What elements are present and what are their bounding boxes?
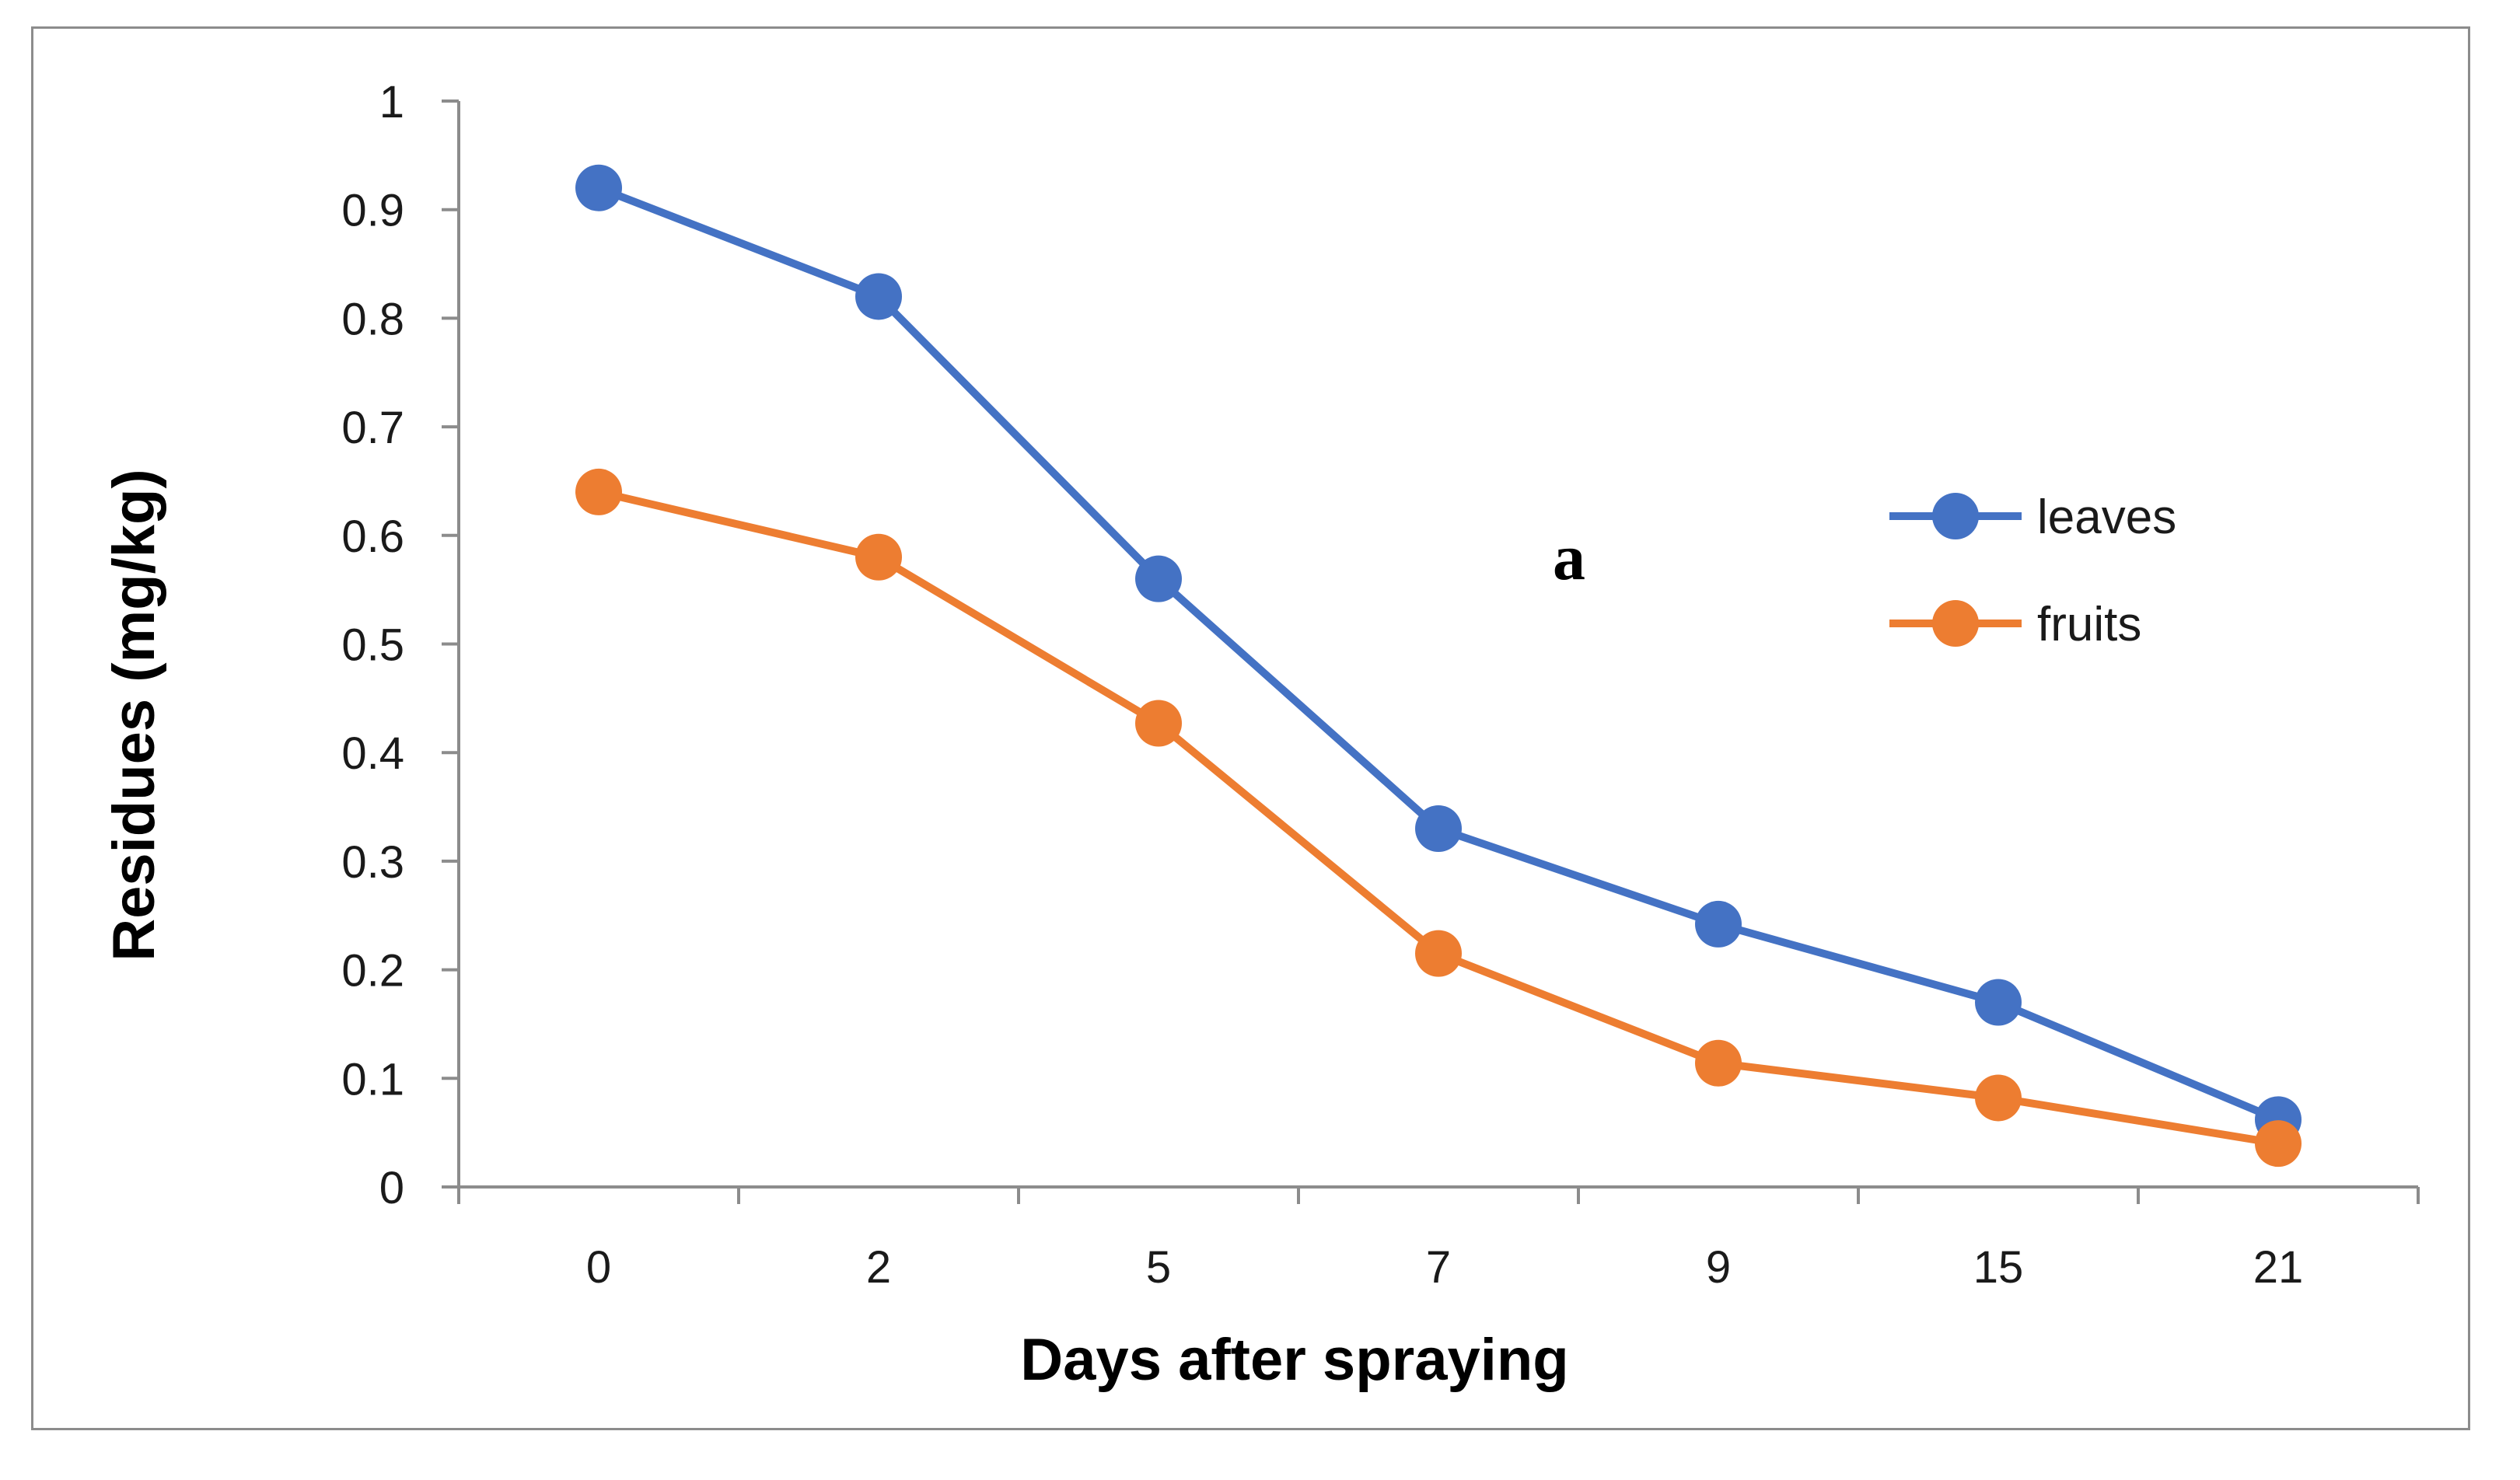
y-tick-label: 0.6: [341, 511, 404, 562]
panel-label: a: [1553, 522, 1585, 594]
data-point-fruits: [1975, 1074, 2022, 1122]
data-point-leaves: [1415, 805, 1462, 852]
data-point-fruits: [1695, 1039, 1742, 1087]
data-point-fruits: [855, 533, 902, 581]
y-tick-label: 0.8: [341, 294, 404, 344]
legend: leaves fruits: [1889, 490, 2176, 651]
x-tick-label: 0: [586, 1242, 611, 1293]
y-axis: 0 0.1 0.2 0.3 0.4 0.5 0.6 0.7 0.8 0.9 1: [341, 77, 460, 1213]
series-line-leaves: [597, 184, 2280, 1123]
data-point-fruits: [1135, 700, 1182, 747]
series-leaves: [575, 164, 2302, 1143]
legend-marker: [1932, 600, 1979, 647]
y-tick-label: 0.7: [341, 403, 404, 453]
legend-marker: [1932, 493, 1979, 539]
y-axis-title: Residues (mg/kg): [101, 469, 167, 961]
data-point-leaves: [1695, 900, 1742, 948]
series-fruits: [575, 468, 2302, 1168]
y-tick-label: 0.3: [341, 837, 404, 888]
data-point-leaves: [575, 164, 622, 211]
legend-label: leaves: [2037, 490, 2176, 544]
x-tick-label: 2: [866, 1242, 891, 1293]
y-tick-label: 0: [379, 1163, 404, 1213]
data-point-leaves: [1975, 979, 2022, 1026]
y-tick-label: 1: [379, 77, 404, 127]
data-point-leaves: [1135, 555, 1182, 602]
x-tick-label: 7: [1426, 1242, 1451, 1293]
x-tick-label: 5: [1146, 1242, 1171, 1293]
data-point-leaves: [855, 273, 902, 320]
x-tick-label: 21: [2253, 1242, 2304, 1293]
x-axis: 0 2 5 7 9 15 21: [457, 1185, 2420, 1293]
series-layer: [575, 164, 2302, 1168]
legend-item-leaves: leaves: [1889, 490, 2176, 544]
y-tick-label: 0.2: [341, 946, 404, 997]
chart-frame: [31, 26, 2470, 1430]
y-tick-label: 0.1: [341, 1054, 404, 1105]
y-tick-label: 0.9: [341, 186, 404, 236]
x-tick-label: 15: [1973, 1242, 2024, 1293]
data-point-fruits: [2255, 1120, 2302, 1168]
data-point-fruits: [575, 468, 622, 515]
y-tick-label: 0.5: [341, 620, 404, 671]
legend-label: fruits: [2037, 598, 2141, 651]
x-axis-title: Days after spraying: [1020, 1327, 1568, 1393]
data-point-fruits: [1415, 930, 1462, 977]
x-tick-label: 9: [1706, 1242, 1731, 1293]
y-tick-label: 0.4: [341, 728, 404, 779]
legend-item-fruits: fruits: [1889, 598, 2141, 651]
